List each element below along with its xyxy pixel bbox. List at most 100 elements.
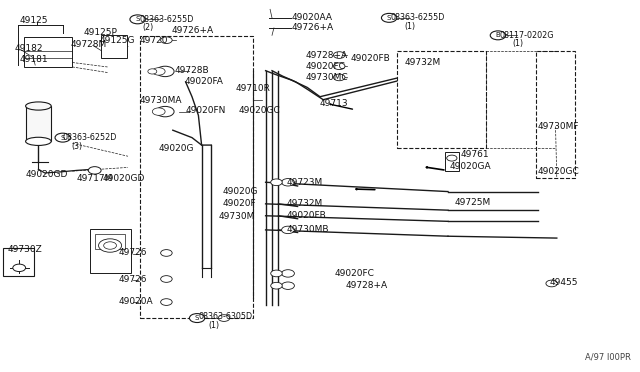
Text: 49020GA: 49020GA: [449, 162, 491, 171]
Text: 49020GC: 49020GC: [538, 167, 579, 176]
Text: 08363-6255D: 08363-6255D: [390, 13, 445, 22]
Text: (2): (2): [142, 23, 154, 32]
Bar: [536, 51, 575, 178]
Circle shape: [156, 66, 174, 77]
Text: 49725M: 49725M: [454, 198, 491, 207]
Circle shape: [282, 179, 294, 186]
Text: 49726: 49726: [118, 275, 147, 283]
Text: 49730Z: 49730Z: [8, 245, 42, 254]
Circle shape: [546, 280, 557, 287]
Bar: [90, 229, 131, 273]
Circle shape: [13, 264, 26, 272]
Circle shape: [55, 133, 70, 142]
Circle shape: [152, 108, 165, 115]
Text: 49125P: 49125P: [83, 28, 117, 37]
Circle shape: [282, 226, 294, 234]
Circle shape: [282, 282, 294, 289]
Circle shape: [333, 63, 345, 70]
Circle shape: [271, 282, 282, 289]
Text: 08117-0202G: 08117-0202G: [499, 31, 554, 40]
Text: (1): (1): [209, 321, 220, 330]
Circle shape: [271, 179, 282, 186]
Text: 49455: 49455: [549, 278, 578, 287]
Text: 49728B: 49728B: [174, 66, 209, 75]
Text: 49723M: 49723M: [287, 178, 323, 187]
Text: 49713: 49713: [320, 99, 349, 108]
Text: 49125G: 49125G: [99, 36, 134, 45]
Text: S: S: [195, 315, 199, 321]
Circle shape: [447, 155, 457, 161]
Text: 49730MB: 49730MB: [287, 225, 329, 234]
Text: 49717M: 49717M: [77, 174, 113, 183]
Text: S: S: [136, 16, 140, 22]
Text: 49020GD: 49020GD: [26, 170, 68, 179]
Text: 49182: 49182: [14, 44, 43, 53]
Circle shape: [282, 270, 294, 277]
Circle shape: [490, 31, 506, 40]
Text: 49020FC: 49020FC: [306, 62, 346, 71]
Bar: [3, 248, 34, 276]
Circle shape: [161, 299, 172, 305]
Text: S: S: [387, 15, 391, 21]
Text: 49761: 49761: [461, 150, 490, 159]
Ellipse shape: [26, 137, 51, 145]
Text: 49020AA: 49020AA: [291, 13, 332, 22]
Circle shape: [99, 239, 122, 252]
Circle shape: [104, 242, 116, 249]
Circle shape: [381, 13, 397, 22]
Text: 49020FA: 49020FA: [184, 77, 223, 86]
Text: 49020A: 49020A: [118, 297, 153, 306]
Text: 49125: 49125: [19, 16, 48, 25]
Bar: [24, 37, 72, 67]
Text: 49710R: 49710R: [236, 84, 270, 93]
Text: 49020G: 49020G: [223, 187, 258, 196]
Text: 49020FN: 49020FN: [186, 106, 226, 115]
Text: 49726: 49726: [118, 248, 147, 257]
Text: B: B: [495, 32, 500, 38]
Circle shape: [130, 15, 145, 24]
Text: 49020F: 49020F: [223, 199, 257, 208]
Text: 49726+A: 49726+A: [291, 23, 333, 32]
Circle shape: [218, 315, 230, 321]
Text: (1): (1): [404, 22, 415, 31]
Text: (1): (1): [512, 39, 523, 48]
Text: 49730MC: 49730MC: [306, 73, 349, 82]
Circle shape: [333, 52, 345, 58]
Bar: [445, 152, 459, 171]
Text: S: S: [61, 135, 65, 141]
Bar: [95, 234, 125, 249]
Text: 49720: 49720: [140, 36, 168, 45]
Text: 49730MA: 49730MA: [140, 96, 182, 105]
Text: 49020GD: 49020GD: [102, 174, 145, 183]
Bar: [26, 106, 51, 141]
Text: A/97 I00PR: A/97 I00PR: [584, 353, 630, 362]
Circle shape: [333, 74, 345, 81]
Text: 49728M: 49728M: [70, 40, 107, 49]
Circle shape: [161, 250, 172, 256]
Text: 08363-6252D: 08363-6252D: [63, 133, 117, 142]
Bar: [101, 35, 127, 58]
Text: 08363-6305D: 08363-6305D: [198, 312, 253, 321]
Circle shape: [156, 106, 174, 117]
Circle shape: [271, 270, 282, 277]
Text: 49728+A: 49728+A: [346, 281, 388, 290]
Circle shape: [189, 314, 205, 323]
Text: 49730M: 49730M: [219, 212, 255, 221]
Text: 49730MF: 49730MF: [538, 122, 579, 131]
Circle shape: [152, 68, 165, 75]
Bar: [397, 51, 486, 148]
Text: 49020FB: 49020FB: [287, 211, 326, 220]
Text: 49728+A: 49728+A: [306, 51, 348, 60]
Circle shape: [148, 69, 157, 74]
Bar: [140, 36, 253, 318]
Ellipse shape: [26, 102, 51, 110]
Text: 49020FB: 49020FB: [351, 54, 390, 63]
Text: 49020GC: 49020GC: [238, 106, 280, 115]
Text: 49732M: 49732M: [404, 58, 441, 67]
Text: 49732M: 49732M: [287, 199, 323, 208]
Text: 49726+A: 49726+A: [172, 26, 214, 35]
Text: 49181: 49181: [19, 55, 48, 64]
Text: (3): (3): [72, 142, 83, 151]
Text: 49020G: 49020G: [159, 144, 194, 153]
Circle shape: [161, 276, 172, 282]
